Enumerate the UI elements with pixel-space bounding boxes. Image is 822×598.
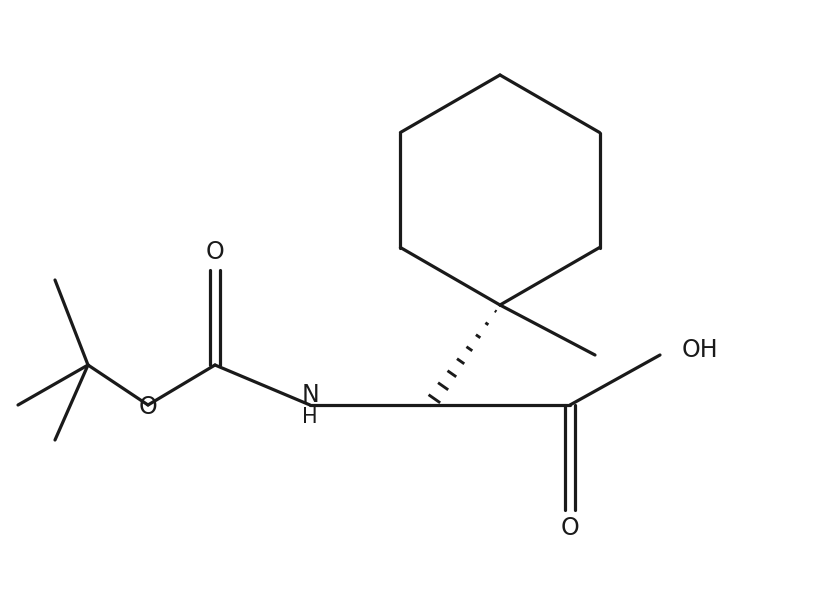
Text: O: O (561, 516, 580, 540)
Text: O: O (206, 240, 224, 264)
Text: O: O (139, 395, 157, 419)
Text: OH: OH (682, 338, 718, 362)
Text: H: H (302, 407, 318, 427)
Text: N: N (301, 383, 319, 407)
